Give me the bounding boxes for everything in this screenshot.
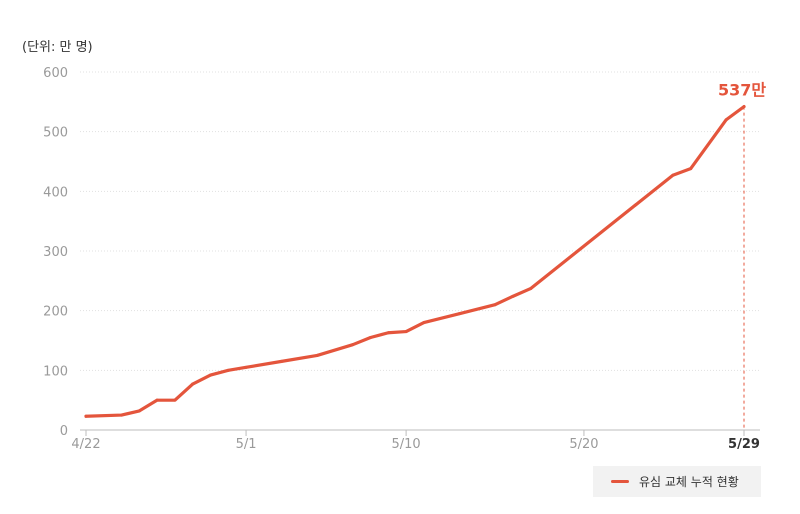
- legend: 유심 교체 누적 현황: [593, 466, 761, 497]
- x-tick-label: 5/20: [569, 437, 598, 452]
- data-point: [226, 368, 230, 372]
- data-point: [208, 373, 212, 377]
- y-tick-label: 500: [43, 126, 68, 141]
- y-tick-label: 0: [60, 424, 68, 439]
- data-points: [84, 105, 746, 418]
- y-axis-ticks: 0 100 200 300 400 500 600: [43, 66, 68, 439]
- data-point: [137, 409, 141, 413]
- x-tick-label: 5/29: [728, 437, 760, 452]
- data-point: [369, 336, 373, 340]
- data-point: [351, 343, 355, 347]
- unit-label: (단위: 만 명): [22, 40, 93, 55]
- data-point: [689, 167, 693, 171]
- gridlines: [80, 71, 760, 371]
- data-point: [173, 398, 177, 402]
- data-point: [422, 321, 426, 325]
- data-point: [155, 398, 159, 402]
- data-point: [493, 303, 497, 307]
- legend-swatch: [611, 480, 629, 483]
- y-tick-label: 400: [43, 185, 68, 200]
- y-tick-label: 600: [43, 66, 68, 81]
- data-point: [742, 105, 746, 109]
- y-tick-label: 200: [43, 305, 68, 320]
- end-value-label: 537만: [718, 81, 766, 100]
- data-point: [191, 382, 195, 386]
- y-tick-label: 100: [43, 364, 68, 379]
- data-point: [120, 413, 124, 417]
- x-tick-label: 4/22: [71, 437, 100, 452]
- data-point: [84, 414, 88, 418]
- data-point: [457, 312, 461, 316]
- series-line: [84, 105, 746, 418]
- x-axis-ticks: 4/22 5/1 5/10 5/20 5/29: [71, 430, 760, 452]
- data-point: [724, 118, 728, 122]
- x-tick-label: 5/10: [392, 437, 421, 452]
- data-point: [244, 365, 248, 369]
- legend-label: 유심 교체 누적 현황: [639, 475, 739, 489]
- y-tick-label: 300: [43, 245, 68, 260]
- data-point: [671, 173, 675, 177]
- data-point: [404, 330, 408, 334]
- data-point: [529, 287, 533, 291]
- x-tick-label: 5/1: [236, 437, 257, 452]
- data-point: [386, 331, 390, 335]
- data-point: [511, 294, 515, 298]
- data-point: [280, 359, 284, 363]
- data-point: [315, 353, 319, 357]
